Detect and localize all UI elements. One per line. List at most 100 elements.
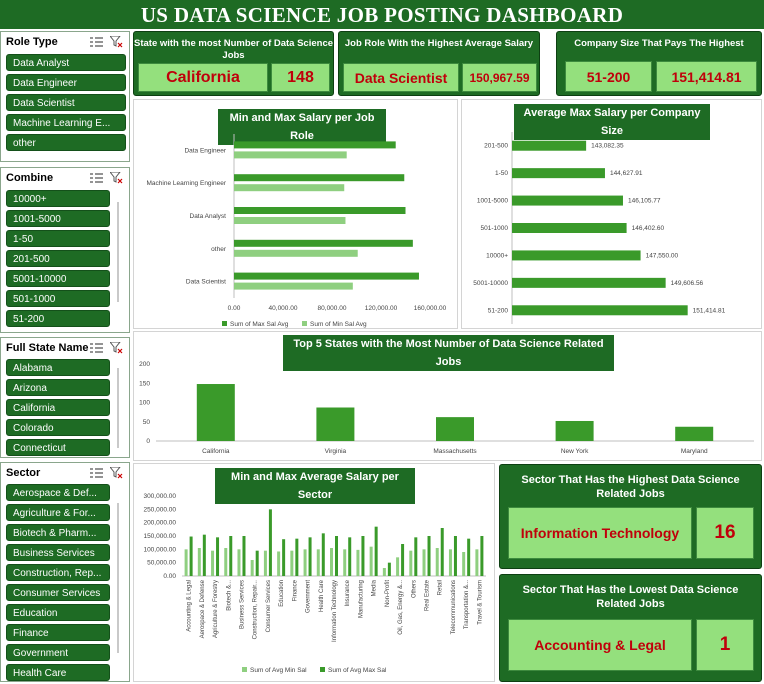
combine-item[interactable]: 1001-5000: [6, 210, 110, 227]
slicer-scrollbar[interactable]: [117, 202, 119, 302]
bar-avg-max-sal: [480, 536, 484, 576]
tick-label: Education: [279, 580, 285, 607]
sector-item[interactable]: Finance: [6, 624, 110, 641]
bar-avg-max-sal: [453, 536, 457, 576]
legend-label: Sum of Min Sal Avg: [310, 321, 367, 328]
multi-select-icon[interactable]: [90, 173, 103, 184]
tick-label: Transportation &...: [464, 580, 470, 629]
tick-label: 40,000.00: [269, 305, 298, 312]
sector-item[interactable]: Consumer Services: [6, 584, 110, 601]
bar-avg-min-sal: [422, 549, 426, 576]
bar-min-sal: [234, 282, 353, 290]
kpi-top-company: Company Size That Pays The Highest 51-20…: [556, 31, 762, 96]
kpi-top-role: Job Role With the Highest Average Salary…: [338, 31, 540, 96]
legend-label: Sum of Avg Min Sal: [250, 667, 307, 674]
bar-avg-max-sal: [387, 562, 391, 576]
tick-label: Data Analyst: [190, 213, 227, 220]
state-item[interactable]: Arizona: [6, 379, 110, 396]
clear-filter-icon[interactable]: [110, 172, 123, 184]
bar-avg-max-sal: [282, 539, 286, 576]
combine-item[interactable]: 10000+: [6, 190, 110, 207]
bar-company-size: [512, 140, 587, 151]
tick-label: Virginia: [325, 448, 347, 455]
clear-filter-icon[interactable]: [110, 342, 123, 354]
bar-avg-min-sal: [250, 560, 254, 576]
kpi-value: 1: [696, 619, 754, 671]
multi-select-icon[interactable]: [90, 37, 103, 48]
bar-min-sal: [234, 217, 346, 224]
role-type-item[interactable]: Machine Learning E...: [6, 114, 126, 131]
bar-min-sal: [234, 249, 358, 257]
bar-avg-min-sal: [290, 550, 294, 576]
clear-filter-icon[interactable]: [110, 36, 123, 48]
combine-item[interactable]: 5001-10000: [6, 270, 110, 287]
role-type-item[interactable]: Data Scientist: [6, 94, 126, 111]
kpi-value: 151,414.81: [656, 61, 757, 92]
sector-item[interactable]: Aerospace & Def...: [6, 484, 110, 501]
chart-title: Top 5 States with the Most Number of Dat…: [283, 335, 614, 371]
tick-label: 50: [143, 419, 151, 426]
multi-select-icon[interactable]: [90, 343, 103, 354]
tick-label: Oil, Gas, Energy &...: [398, 580, 404, 635]
tick-label: 120,000.00: [365, 305, 398, 312]
slicer-scrollbar[interactable]: [117, 368, 119, 448]
bar-avg-max-sal: [440, 528, 444, 576]
tick-label: Manufacturing: [358, 580, 364, 618]
kpi-label: State with the most Number of Data Scien…: [134, 38, 334, 61]
bar-state-jobs: [675, 426, 714, 441]
bar-avg-max-sal: [321, 533, 325, 576]
kpi-name: Accounting & Legal: [508, 619, 692, 671]
data-label: 151,414.81: [693, 307, 726, 314]
tick-label: 0: [146, 438, 150, 445]
tick-label: Maryland: [681, 448, 708, 455]
tick-label: California: [202, 448, 230, 455]
kpi-value: 150,967.59: [462, 63, 537, 92]
state-item[interactable]: Alabama: [6, 359, 110, 376]
tick-label: Others: [411, 580, 417, 598]
data-label: 149,606.56: [671, 280, 704, 287]
bar-avg-max-sal: [308, 537, 312, 576]
company-size-chart: Average Max Salary per Company Size 201-…: [461, 99, 762, 329]
tick-label: 160,000.00: [414, 305, 447, 312]
sector-item[interactable]: Biotech & Pharm...: [6, 524, 110, 541]
sector-item[interactable]: Business Services: [6, 544, 110, 561]
tick-label: 50,000.00: [147, 560, 176, 567]
bar-avg-max-sal: [335, 536, 338, 576]
combine-item[interactable]: 51-200: [6, 310, 110, 327]
bar-company-size: [512, 250, 641, 261]
slicer-scrollbar[interactable]: [117, 503, 119, 653]
kpi-sector-high: Sector That Has the Highest Data Science…: [499, 464, 762, 569]
sector-item[interactable]: Agriculture & For...: [6, 504, 110, 521]
chart-title: Min and Max Salary per Job Role: [218, 109, 386, 145]
sector-item[interactable]: Education: [6, 604, 110, 621]
combine-item[interactable]: 501-1000: [6, 290, 110, 307]
bar-company-size: [512, 168, 605, 179]
slicer-title: Sector: [6, 467, 41, 479]
sector-item[interactable]: Health Care: [6, 664, 110, 681]
multi-select-icon[interactable]: [90, 468, 103, 479]
sector-salary-plot: 0.00 50,000.00 100,000.00 150,000.00 200,000…: [143, 493, 486, 674]
role-type-item[interactable]: Data Analyst: [6, 54, 126, 71]
role-type-item[interactable]: Data Engineer: [6, 74, 126, 91]
slicer-title: Full State Name: [6, 342, 89, 354]
state-item[interactable]: Connecticut: [6, 439, 110, 456]
tick-label: 100,000.00: [143, 546, 176, 553]
tick-label: 150: [139, 380, 150, 387]
bar-max-sal: [234, 141, 396, 149]
sector-item[interactable]: Construction, Rep...: [6, 564, 110, 581]
tick-label: 0.00: [163, 573, 176, 580]
sector-item[interactable]: Government: [6, 644, 110, 661]
bar-avg-max-sal: [467, 538, 471, 576]
tick-label: 200,000.00: [143, 520, 176, 527]
state-item[interactable]: Colorado: [6, 419, 110, 436]
combine-item[interactable]: 201-500: [6, 250, 110, 267]
bar-avg-min-sal: [184, 549, 188, 576]
combine-item[interactable]: 1-50: [6, 230, 110, 247]
tick-label: Government: [306, 580, 312, 613]
bar-state-jobs: [436, 417, 474, 441]
clear-filter-icon[interactable]: [110, 467, 123, 479]
bar-avg-min-sal: [330, 548, 333, 576]
role-type-item[interactable]: other: [6, 134, 126, 151]
bar-max-sal: [234, 174, 405, 182]
state-item[interactable]: California: [6, 399, 110, 416]
